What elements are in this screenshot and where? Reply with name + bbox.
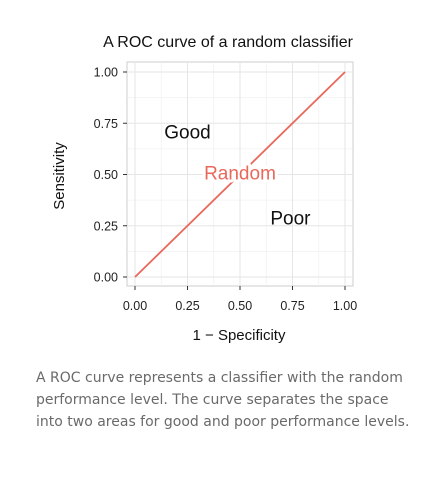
x-tick-label: 0.25 [175,299,199,313]
y-tick-label: 1.00 [94,66,118,80]
x-tick-label: 0.50 [228,299,252,313]
series-layer [134,71,346,278]
chart-title: A ROC curve of a random classifier [103,34,354,51]
x-tick-label: 0.75 [280,299,304,313]
x-axis-label: 1 − Specificity [193,327,286,344]
y-tick-label: 0.50 [94,168,118,182]
x-tick-label: 1.00 [333,299,357,313]
figure-caption: A ROC curve represents a classifier with… [36,370,410,430]
x-tick-label: 0.00 [123,299,147,313]
poor-region-label: Poor [270,209,311,230]
good-region-label: Good [164,122,210,143]
roc-chart: A ROC curve of a random classifier 0.00 0… [51,34,358,344]
y-tick-label: 0.25 [94,219,118,233]
random-region-label: Random [204,163,276,184]
axes: 0.00 0.25 0.50 0.75 1.00 0.00 0.25 0.50 0.75 1.00 [94,66,358,314]
random-classifier-line [134,71,346,278]
random-label-halo: Random [204,163,276,184]
y-tick-label: 0.00 [94,271,118,285]
y-tick-label: 0.75 [94,117,118,131]
y-axis-label: Sensitivity [51,142,68,210]
